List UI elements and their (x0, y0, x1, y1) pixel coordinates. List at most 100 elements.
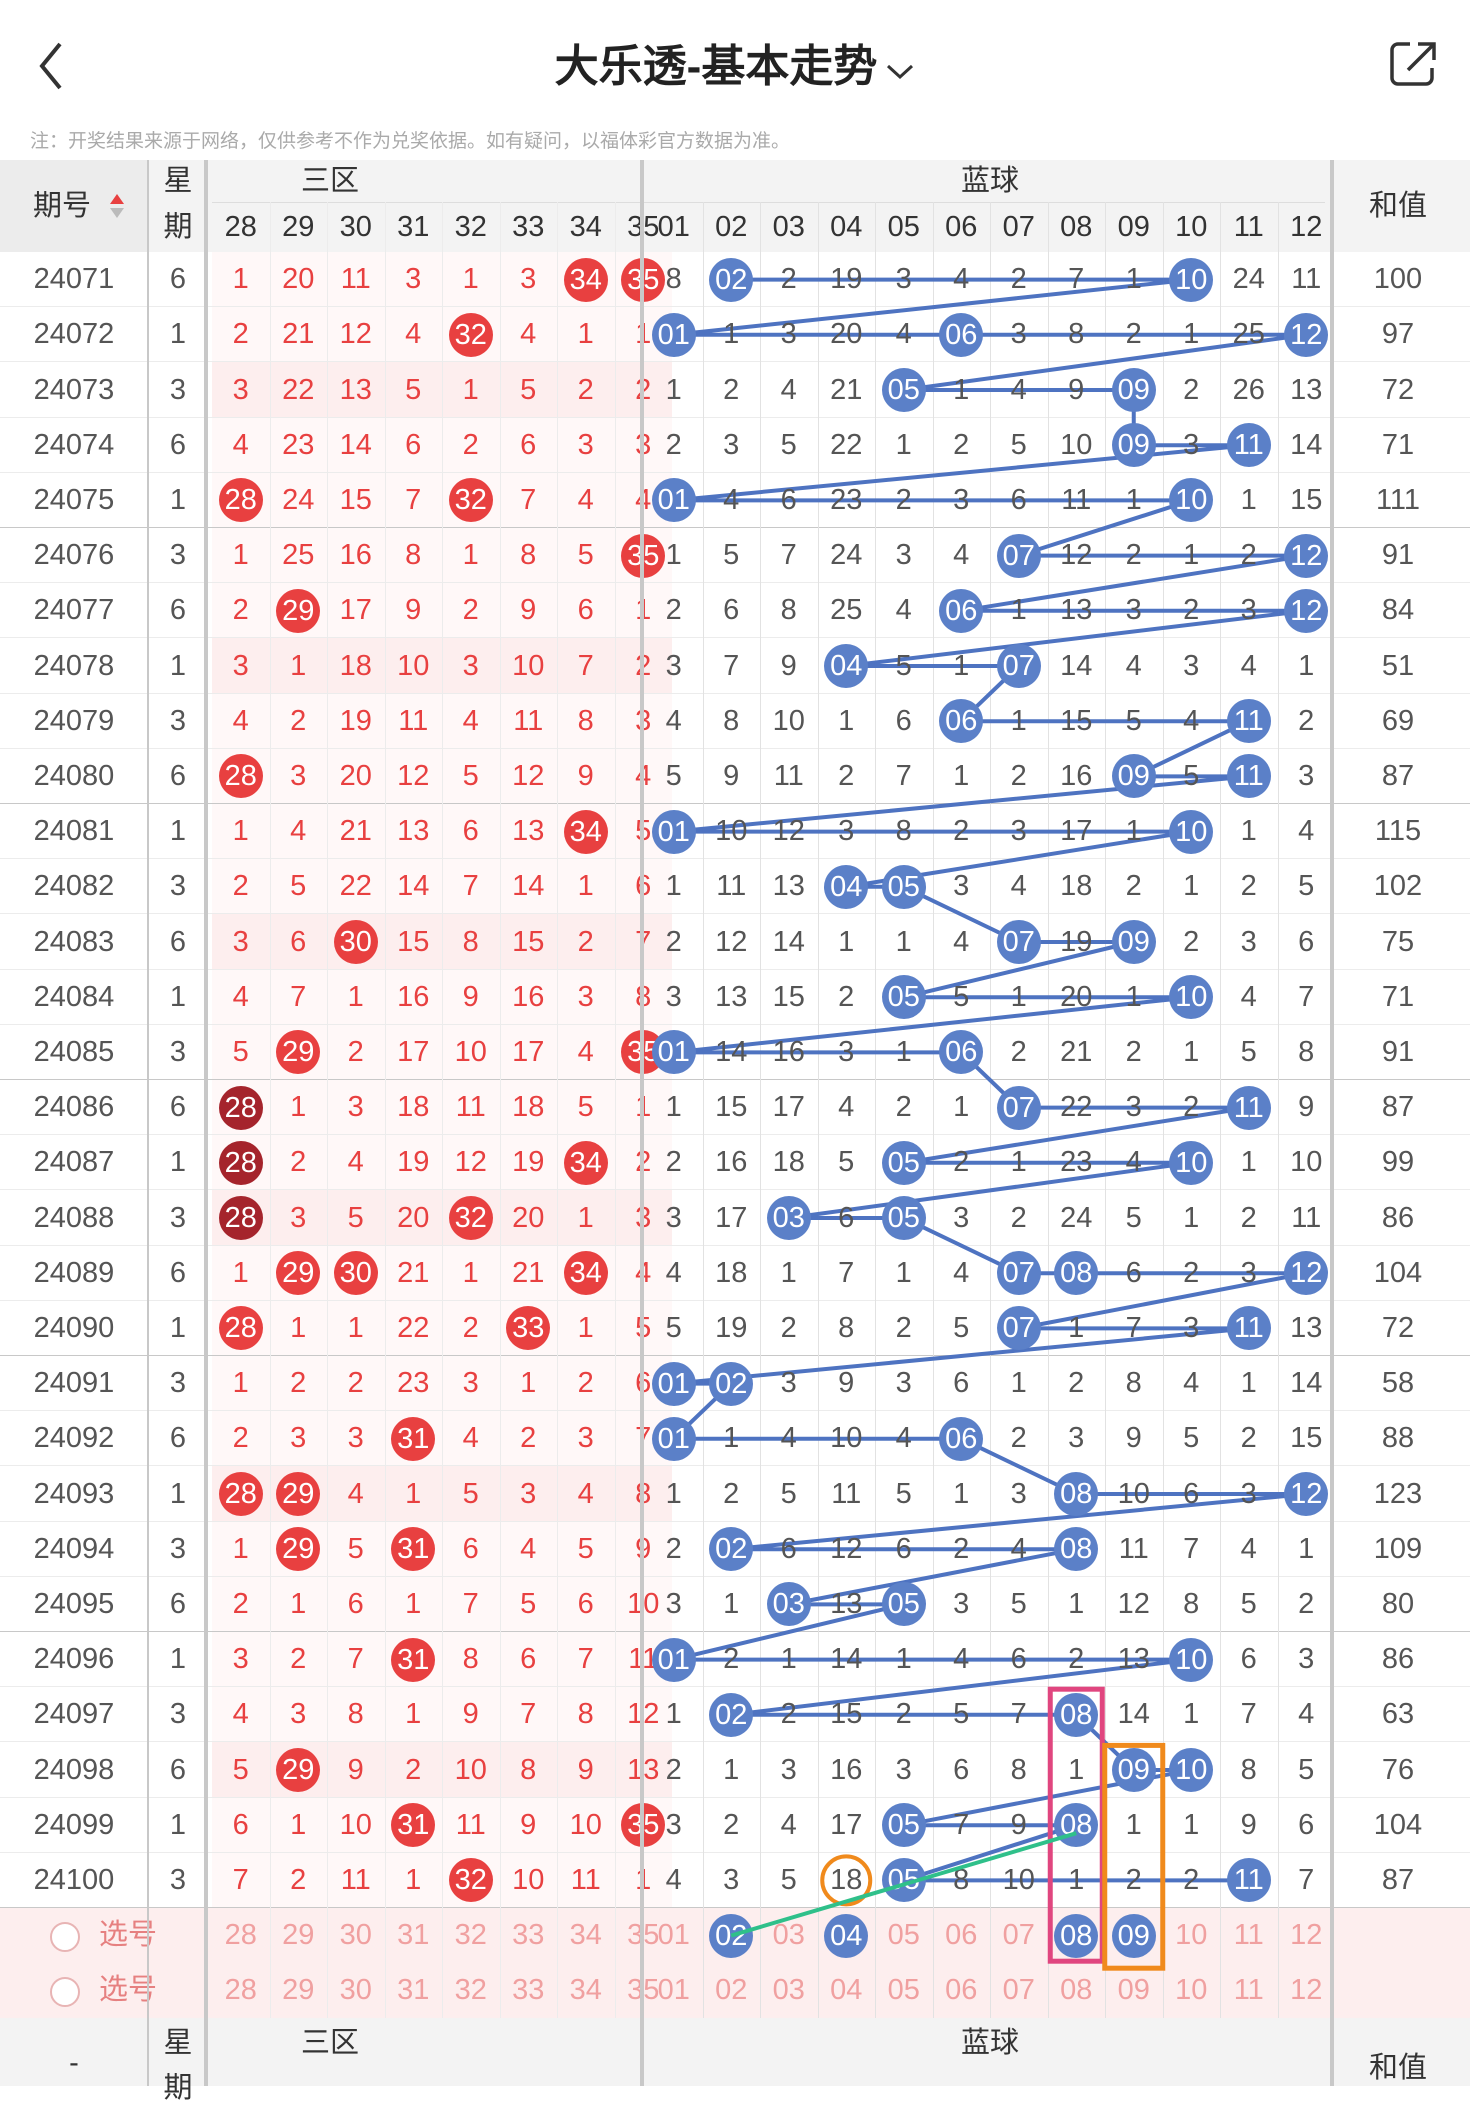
period-cell: 24074 (33, 428, 115, 461)
select-blue-number[interactable]: 06 (945, 1974, 978, 2007)
select-red-number[interactable]: 33 (512, 1919, 545, 1952)
red-miss-count: 3 (232, 925, 249, 958)
blue-miss-count: 3 (665, 980, 682, 1013)
blue-miss-count: 1 (838, 704, 855, 737)
select-red-number[interactable]: 34 (569, 1919, 602, 1952)
select-radio[interactable] (50, 1921, 80, 1952)
red-miss-count: 10 (397, 649, 430, 682)
grid-line (327, 202, 328, 2019)
select-red-number[interactable]: 31 (397, 1919, 430, 1952)
red-miss-count: 13 (397, 815, 430, 848)
select-red-number[interactable]: 31 (397, 1974, 430, 2007)
blue-miss-count: 6 (1183, 1477, 1200, 1510)
red-miss-count: 23 (282, 428, 315, 461)
red-miss-count: 1 (232, 263, 249, 296)
select-red-number[interactable]: 29 (282, 1974, 315, 2007)
select-red-number[interactable]: 34 (569, 1974, 602, 2007)
red-miss-count: 2 (577, 373, 594, 406)
red-miss-count: 8 (405, 539, 422, 572)
select-blue-number[interactable]: 01 (657, 1919, 690, 1952)
select-blue-number[interactable]: 11 (1233, 1974, 1264, 2007)
red-miss-count: 7 (577, 1643, 594, 1676)
header-period-cell[interactable] (0, 160, 148, 252)
red-ball: 29 (276, 1748, 321, 1792)
red-miss-count: 6 (405, 428, 422, 461)
red-miss-count: 5 (405, 373, 422, 406)
select-blue-number[interactable]: 03 (772, 1974, 805, 2007)
blue-miss-count: 7 (1068, 263, 1085, 296)
red-miss-count: 1 (232, 815, 249, 848)
select-blue-number[interactable]: 07 (1002, 1919, 1035, 1952)
red-miss-count: 5 (232, 1036, 249, 1068)
period-cell: 24098 (33, 1753, 115, 1786)
blue-column-header: 04 (830, 210, 863, 243)
blue-miss-count: 1 (780, 1643, 797, 1676)
blue-miss-count: 4 (1240, 980, 1257, 1013)
blue-miss-count: 19 (830, 263, 863, 296)
selected-blue-ball[interactable]: 04 (824, 1913, 869, 1958)
select-blue-number[interactable]: 10 (1175, 1974, 1208, 2007)
select-red-number[interactable]: 33 (512, 1974, 545, 2007)
red-ball: 29 (276, 588, 321, 633)
red-miss-count: 12 (339, 318, 372, 351)
select-red-number[interactable]: 32 (454, 1919, 487, 1952)
red-miss-count: 7 (290, 980, 307, 1013)
header-sum-label: 和值 (1368, 189, 1427, 222)
blue-miss-count: 13 (1060, 594, 1093, 627)
blue-miss-count: 10 (1002, 1864, 1035, 1896)
select-blue-number[interactable]: 03 (772, 1919, 805, 1952)
blue-miss-count: 4 (895, 594, 912, 627)
red-miss-count: 13 (339, 373, 372, 406)
select-blue-number[interactable]: 07 (1002, 1974, 1035, 2007)
select-blue-number[interactable]: 11 (1233, 1919, 1264, 1952)
select-red-number[interactable]: 30 (339, 1919, 372, 1952)
red-miss-count: 3 (520, 1477, 537, 1510)
red-miss-count: 14 (397, 870, 430, 903)
red-miss-count: 16 (339, 539, 372, 572)
select-red-number[interactable]: 28 (224, 1919, 257, 1952)
sort-arrows-icon[interactable] (108, 191, 126, 221)
select-red-number[interactable]: 30 (339, 1974, 372, 2007)
blue-miss-count: 1 (1125, 980, 1142, 1013)
select-red-number[interactable]: 29 (282, 1919, 315, 1952)
select-blue-number[interactable]: 04 (830, 1974, 863, 2007)
blue-miss-count: 1 (953, 649, 970, 682)
selected-blue-ball[interactable]: 02 (709, 1913, 754, 1958)
red-miss-count: 12 (454, 1146, 487, 1179)
selected-blue-ball[interactable]: 09 (1111, 1913, 1156, 1958)
select-blue-number[interactable]: 12 (1290, 1919, 1323, 1952)
select-blue-number[interactable]: 10 (1175, 1919, 1208, 1952)
select-blue-number[interactable]: 02 (715, 1974, 748, 2007)
select-blue-number[interactable]: 01 (657, 1974, 690, 2007)
blue-miss-count: 1 (1240, 1367, 1257, 1400)
blue-ball: 07 (996, 1085, 1041, 1130)
select-blue-number[interactable]: 06 (945, 1919, 978, 1952)
select-blue-number[interactable]: 05 (887, 1974, 920, 2007)
page-title-dropdown[interactable]: 大乐透-基本走势 (0, 30, 1470, 94)
blue-miss-count: 8 (723, 704, 740, 737)
header-period-label: 期号 (32, 189, 91, 222)
select-blue-number[interactable]: 05 (887, 1919, 920, 1952)
blue-miss-count: 4 (1010, 373, 1027, 406)
selected-blue-ball[interactable]: 08 (1054, 1913, 1099, 1958)
week-cell: 1 (169, 1146, 187, 1179)
blue-miss-count: 4 (953, 539, 970, 572)
red-miss-count: 1 (290, 1808, 307, 1841)
select-red-number[interactable]: 28 (224, 1974, 257, 2007)
share-button[interactable] (1388, 38, 1440, 90)
select-red-number[interactable]: 32 (454, 1974, 487, 2007)
select-blue-number[interactable]: 08 (1060, 1974, 1093, 2007)
blue-miss-count: 9 (1298, 1091, 1315, 1124)
period-cell: 24094 (33, 1532, 115, 1565)
blue-ball: 07 (996, 533, 1041, 578)
back-button[interactable] (28, 30, 78, 100)
red-miss-count: 17 (512, 1036, 545, 1068)
select-blue-number[interactable]: 12 (1290, 1974, 1323, 2007)
blue-miss-count: 8 (780, 594, 797, 627)
blue-miss-count: 2 (1125, 1036, 1142, 1068)
blue-miss-count: 3 (1240, 1477, 1257, 1510)
select-radio[interactable] (50, 1976, 80, 2007)
blue-miss-count: 3 (953, 1201, 970, 1234)
select-blue-number[interactable]: 09 (1117, 1974, 1150, 2007)
red-ball: 32 (448, 478, 493, 523)
